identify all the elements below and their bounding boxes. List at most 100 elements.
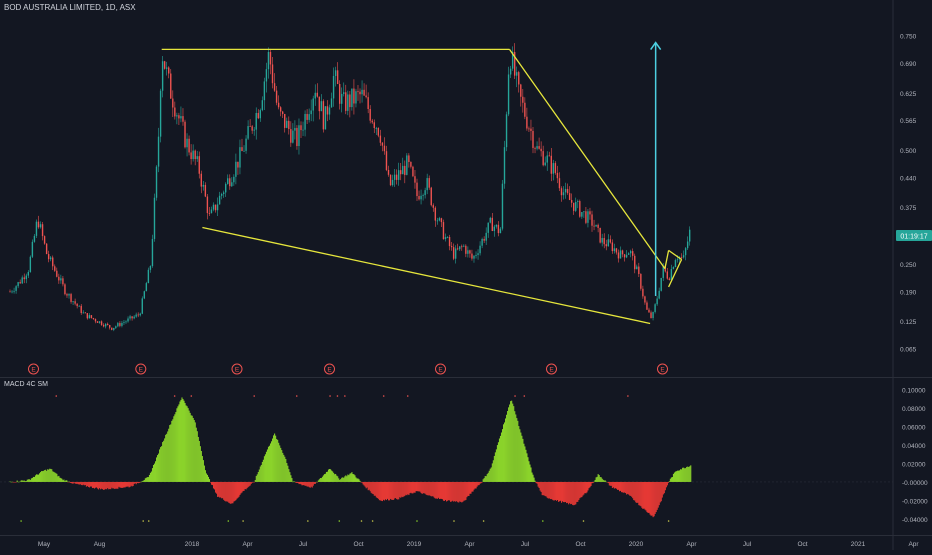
macd-signal-dot bbox=[382, 395, 385, 397]
macd-histogram-bar bbox=[275, 435, 277, 482]
macd-histogram-bar bbox=[320, 478, 322, 482]
macd-histogram-bar bbox=[287, 465, 289, 482]
macd-histogram-bar bbox=[22, 480, 24, 482]
candle-body bbox=[599, 227, 601, 243]
macd-histogram-bar bbox=[639, 481, 641, 506]
candlestick-series[interactable] bbox=[9, 43, 691, 332]
macd-axis[interactable]: 0.10000 0.08000 0.06000 0.04000 0.02000 -0.00… bbox=[902, 388, 928, 524]
macd-histogram-bar bbox=[161, 446, 163, 482]
macd-histogram-bar bbox=[325, 471, 328, 482]
macd-histogram-bar bbox=[533, 477, 535, 482]
macd-histogram-bar bbox=[425, 481, 427, 495]
macd-histogram-bar bbox=[688, 467, 690, 482]
candle-body bbox=[615, 248, 618, 253]
candle-body bbox=[157, 136, 160, 167]
candle-body bbox=[467, 250, 469, 254]
macd-histogram-bar bbox=[277, 439, 279, 482]
macd-histogram-bar bbox=[243, 481, 245, 491]
macd-histogram-bar bbox=[213, 481, 215, 489]
macd-histogram-bar bbox=[615, 481, 618, 489]
macd-histogram-bar bbox=[436, 481, 438, 499]
macd-histogram-bar bbox=[507, 411, 509, 482]
earnings-marker-icon bbox=[135, 363, 147, 375]
macd-histogram-bar bbox=[104, 481, 106, 490]
macd-histogram-bar bbox=[681, 469, 683, 482]
candle-body bbox=[367, 97, 369, 109]
macd-histogram-bar bbox=[48, 469, 50, 482]
candle-body bbox=[646, 302, 648, 310]
macd-histogram-bar bbox=[228, 481, 230, 503]
macd-histogram-bar bbox=[386, 481, 389, 499]
macd-histogram-bar bbox=[369, 481, 371, 492]
macd-histogram-bar bbox=[559, 481, 562, 501]
macd-histogram-bar bbox=[135, 481, 137, 485]
price-badge-text: 01:19:17 bbox=[900, 234, 927, 241]
price-tick-label: 0.500 bbox=[900, 148, 917, 155]
macd-signal-dot bbox=[344, 395, 346, 397]
macd-histogram-bar bbox=[416, 481, 418, 492]
macd-histogram-bar bbox=[500, 432, 503, 482]
macd-histogram-bar bbox=[410, 481, 412, 493]
macd-histogram-bar bbox=[222, 481, 224, 499]
target-arrow[interactable] bbox=[650, 41, 662, 297]
candle-body bbox=[186, 138, 188, 148]
macd-signal-dot bbox=[295, 395, 298, 397]
macd-histogram-bar bbox=[112, 481, 114, 489]
macd-histogram-bar bbox=[568, 481, 570, 505]
candle-body bbox=[434, 207, 437, 221]
candle-body bbox=[314, 92, 316, 99]
macd-histogram-bar bbox=[373, 481, 375, 496]
price-tick-label: 0.750 bbox=[900, 34, 917, 41]
macd-histogram-bar bbox=[164, 438, 166, 482]
macd-histogram-bar bbox=[479, 481, 481, 484]
candle-body bbox=[271, 64, 274, 84]
macd-histogram-bar bbox=[423, 481, 425, 494]
macd-histogram-bar bbox=[211, 481, 214, 486]
candle-body bbox=[218, 195, 221, 205]
candle-body bbox=[629, 251, 632, 254]
price-badge[interactable]: 01:19:17 bbox=[896, 230, 932, 241]
macd-histogram[interactable] bbox=[0, 397, 893, 518]
price-axis[interactable]: 0.750 0.690 0.625 0.565 0.500 0.440 0.250 0.190… bbox=[900, 34, 917, 354]
macd-histogram-bar bbox=[565, 481, 567, 502]
macd-histogram-bar bbox=[332, 471, 334, 482]
macd-histogram-bar bbox=[125, 481, 127, 487]
candle-body bbox=[509, 68, 512, 75]
macd-histogram-bar bbox=[439, 481, 442, 499]
macd-histogram-bar bbox=[370, 481, 372, 493]
macd-histogram-bar bbox=[482, 479, 484, 482]
macd-indicator-label[interactable]: MACD 4C SM bbox=[4, 381, 48, 388]
candle-body bbox=[438, 218, 441, 221]
macd-histogram-bar bbox=[390, 481, 392, 499]
macd-histogram-bar bbox=[460, 481, 462, 502]
candle-body bbox=[355, 91, 357, 104]
macd-histogram-bar bbox=[554, 481, 556, 501]
macd-histogram-bar bbox=[61, 478, 63, 482]
macd-histogram-bar bbox=[590, 481, 592, 486]
macd-signal-dot bbox=[482, 520, 485, 522]
candle-body bbox=[322, 101, 325, 130]
candle-body bbox=[257, 112, 259, 119]
macd-histogram-bar bbox=[20, 480, 22, 482]
candle-body bbox=[605, 244, 607, 247]
macd-histogram-bar bbox=[454, 481, 456, 502]
macd-histogram-bar bbox=[223, 481, 225, 500]
time-axis[interactable]: May Aug 2018 Apr Jul Oct 2019 Apr Jul Oct 2020 Apr J… bbox=[38, 541, 932, 548]
macd-histogram-bar bbox=[28, 479, 30, 482]
trendline-drawings[interactable] bbox=[161, 48, 683, 325]
earnings-marker-label: E bbox=[438, 367, 443, 374]
macd-histogram-bar bbox=[662, 481, 664, 495]
macd-histogram-bar bbox=[677, 470, 680, 482]
macd-histogram-bar bbox=[133, 481, 135, 484]
macd-histogram-bar bbox=[605, 481, 607, 483]
macd-histogram-bar bbox=[393, 481, 395, 500]
candle-body bbox=[595, 224, 597, 227]
candle-body bbox=[601, 238, 603, 243]
candle-body bbox=[168, 67, 170, 74]
candle-body bbox=[176, 115, 178, 117]
macd-histogram-bar bbox=[655, 481, 657, 513]
macd-histogram-bar bbox=[35, 474, 38, 482]
